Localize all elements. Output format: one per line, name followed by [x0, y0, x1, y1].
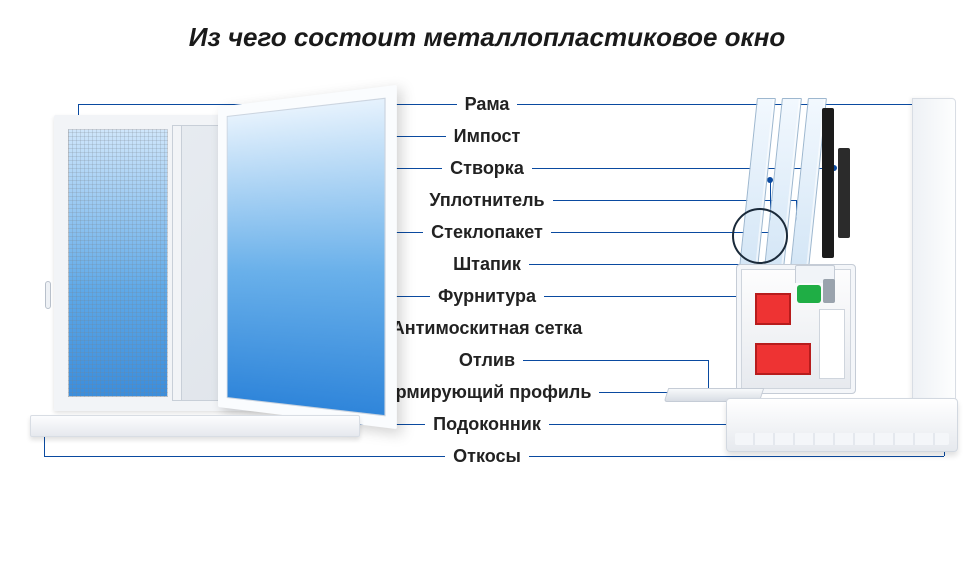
impost-bar [172, 125, 182, 401]
pvc-profile [736, 264, 856, 394]
gasket-seal [822, 108, 834, 258]
label-steklo: Стеклопакет [431, 216, 543, 248]
windowsill-right [726, 398, 958, 452]
page-title: Из чего состоит металлопластиковое окно [0, 0, 974, 53]
fixed-pane [64, 125, 172, 401]
label-stvorka: Створка [450, 152, 524, 184]
label-otliv: Отлив [459, 344, 515, 376]
reveal-panel [912, 98, 956, 408]
windowsill-left [30, 415, 360, 437]
window-handle-icon [45, 281, 51, 309]
label-mesh: Антимоскитная сетка [392, 312, 583, 344]
label-otkosy: Откосы [453, 440, 521, 472]
hardware-piece [823, 279, 835, 303]
mosquito-mesh [68, 129, 168, 397]
window-illustration [30, 115, 360, 460]
label-impost: Импост [454, 120, 521, 152]
profile-chamber [819, 309, 845, 379]
label-arm: Армирующий профиль [383, 376, 592, 408]
profile-cutaway-illustration [666, 98, 956, 458]
hardware-insert [797, 285, 821, 303]
open-sash [218, 85, 397, 429]
label-furn: Фурнитура [438, 280, 536, 312]
magnifier-icon [732, 208, 788, 264]
label-podok: Подоконник [433, 408, 541, 440]
steel-reinforcement [755, 293, 791, 325]
label-uplot: Уплотнитель [429, 184, 544, 216]
steel-reinforcement [755, 343, 811, 375]
label-rama: Рама [465, 88, 510, 120]
label-shtapik: Штапик [453, 248, 521, 280]
